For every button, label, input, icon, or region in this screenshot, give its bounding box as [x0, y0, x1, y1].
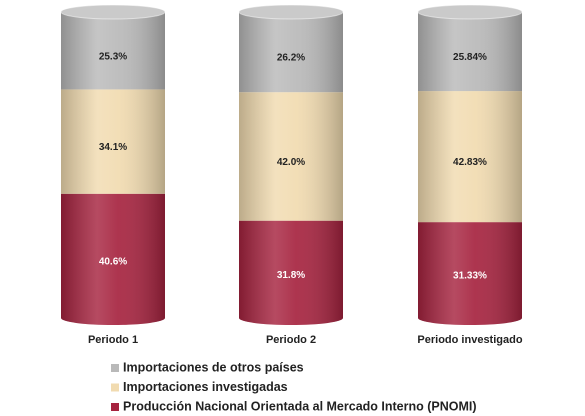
- segment-shade: [239, 92, 343, 221]
- cylinder-top: [238, 4, 344, 20]
- value-label: 26.2%: [277, 53, 305, 64]
- legend-swatch: [111, 403, 119, 411]
- segment-shade: [418, 91, 522, 223]
- category-label: Periodo 2: [266, 334, 316, 346]
- cylinder-top-shade: [239, 5, 343, 19]
- value-label: 31.33%: [453, 271, 487, 282]
- segment-shade: [239, 12, 343, 93]
- value-label: 42.0%: [277, 157, 305, 168]
- cylinder-top: [60, 4, 166, 20]
- value-label: 31.8%: [277, 270, 305, 281]
- value-label: 25.3%: [99, 51, 127, 62]
- value-label: 34.1%: [99, 142, 127, 153]
- segment-shade: [418, 222, 522, 318]
- segment-shade: [61, 193, 165, 318]
- cylinder-top-shade: [61, 5, 165, 19]
- segment-shade: [61, 12, 165, 90]
- segment-shade: [239, 220, 343, 318]
- segment-shade: [418, 12, 522, 92]
- category-label: Periodo 1: [88, 334, 138, 346]
- legend-label: Producción Nacional Orientada al Mercado…: [123, 399, 477, 413]
- legend-swatch: [111, 364, 119, 372]
- cylinder-top: [417, 4, 523, 20]
- category-label: Periodo investigado: [417, 334, 522, 346]
- value-label: 42.83%: [453, 157, 487, 168]
- legend-swatch: [111, 383, 119, 392]
- cylinder-top-shade: [418, 5, 522, 19]
- legend-label: Importaciones investigadas: [123, 380, 288, 394]
- value-label: 40.6%: [99, 257, 127, 268]
- segment-shade: [61, 89, 165, 194]
- value-label: 25.84%: [453, 52, 487, 63]
- legend-label: Importaciones de otros países: [123, 360, 304, 374]
